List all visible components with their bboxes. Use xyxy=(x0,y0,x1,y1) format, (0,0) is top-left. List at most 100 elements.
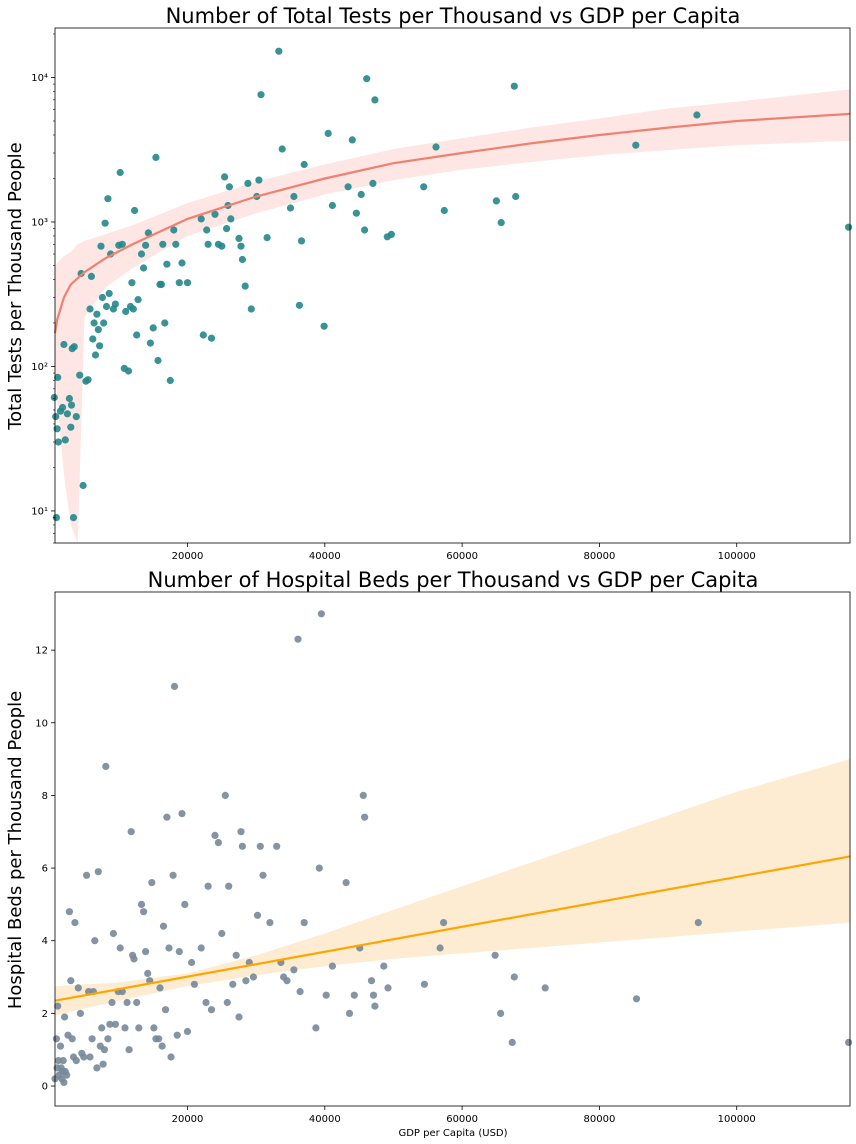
beds-data-point xyxy=(242,977,250,985)
beds-data-point xyxy=(229,980,237,988)
tests-data-point xyxy=(61,436,69,444)
beds-data-point xyxy=(328,962,336,970)
tests-data-point xyxy=(218,242,226,250)
beds-data-point xyxy=(86,1053,94,1061)
tests-data-point xyxy=(105,289,113,298)
beds-data-point xyxy=(80,1053,88,1061)
tests-data-point xyxy=(492,197,500,205)
beds-data-point xyxy=(361,813,369,821)
tests-data-point xyxy=(94,326,102,334)
tests-data-point xyxy=(84,376,92,384)
beds-data-point xyxy=(296,988,304,996)
beds-data-point xyxy=(156,984,164,992)
tests-data-point xyxy=(161,319,169,327)
beds-data-point xyxy=(317,610,325,618)
beds-y-tick-label: 6 xyxy=(42,864,48,875)
beds-data-point xyxy=(369,991,378,999)
beds-x-axis-label: GDP per Capita (USD) xyxy=(398,1128,507,1139)
beds-data-point xyxy=(68,1035,76,1043)
tests-data-point xyxy=(512,192,520,201)
tests-data-point xyxy=(140,264,148,272)
tests-data-point xyxy=(100,319,108,327)
beds-data-point xyxy=(54,1002,62,1010)
beds-data-point xyxy=(342,879,350,887)
tests-data-point xyxy=(118,240,126,248)
tests-data-point xyxy=(146,339,154,347)
beds-data-point xyxy=(140,908,148,916)
beds-data-point xyxy=(127,828,135,836)
beds-regression-line xyxy=(54,855,851,1002)
tests-data-point xyxy=(122,307,130,316)
tests-data-point xyxy=(124,367,133,375)
beds-data-point xyxy=(253,911,262,919)
tests-data-point xyxy=(104,195,112,203)
beds-data-point xyxy=(135,1024,143,1032)
beds-data-point xyxy=(491,951,499,959)
tests-chart-title: Number of Total Tests per Thousand vs GD… xyxy=(166,4,741,28)
beds-data-point xyxy=(158,1042,166,1050)
tests-data-point xyxy=(54,373,62,381)
tests-data-point xyxy=(510,82,518,90)
beds-plot-frame xyxy=(54,591,851,1107)
tests-y-tick-label: 10¹ xyxy=(31,506,48,517)
beds-data-point xyxy=(94,868,102,876)
beds-data-point xyxy=(266,919,274,927)
tests-data-point xyxy=(255,176,263,184)
tests-data-point xyxy=(235,234,243,242)
tests-y-tick-label: 10² xyxy=(31,362,48,373)
tests-data-point xyxy=(91,351,100,359)
beds-data-point xyxy=(632,995,641,1003)
tests-data-point xyxy=(128,279,136,287)
tests-data-point xyxy=(241,282,249,290)
tests-y-tick-label: 10³ xyxy=(31,217,48,228)
beds-data-point xyxy=(91,937,99,945)
beds-data-point xyxy=(111,1020,119,1028)
beds-data-point xyxy=(249,973,257,981)
tests-data-point xyxy=(420,183,428,191)
beds-data-point xyxy=(165,944,173,952)
tests-data-point xyxy=(152,153,160,161)
tests-data-point xyxy=(163,260,171,268)
beds-data-point xyxy=(74,984,82,992)
tests-data-point xyxy=(90,319,98,327)
tests-data-point xyxy=(76,371,84,379)
beds-data-point xyxy=(76,1009,84,1018)
beds-data-point xyxy=(67,977,75,985)
tests-data-point xyxy=(278,145,286,153)
tests-confidence-band-layer xyxy=(55,89,850,543)
tests-data-point xyxy=(159,240,167,248)
beds-y-tick-label: 10 xyxy=(35,718,48,729)
tests-data-point xyxy=(238,255,246,264)
beds-data-point xyxy=(237,828,245,836)
tests-data-point xyxy=(204,240,212,248)
tests-data-point xyxy=(69,514,78,522)
beds-data-point xyxy=(225,882,233,890)
tests-data-point xyxy=(87,272,95,280)
tests-data-point xyxy=(144,229,152,237)
beds-data-point xyxy=(150,1024,158,1032)
beds-x-tick-label: 20000 xyxy=(172,1114,204,1125)
tests-data-point xyxy=(363,75,371,83)
tests-data-point xyxy=(67,401,76,409)
tests-data-point xyxy=(357,190,365,199)
tests-regression-line xyxy=(53,112,851,334)
tests-data-point xyxy=(98,293,106,302)
beds-x-ticks: 20000 40000 60000 80000 100000 xyxy=(172,1106,756,1125)
beds-data-point xyxy=(116,944,124,952)
tests-data-point xyxy=(352,209,360,217)
tests-data-point xyxy=(247,305,255,313)
tests-data-point xyxy=(142,241,150,249)
beds-data-point xyxy=(130,955,138,963)
tests-data-point xyxy=(93,310,101,318)
beds-chart-panel: Number of Hospital Beds per Thousand vs … xyxy=(5,568,853,1139)
beds-y-axis-label: Hospital Beds per Thousand People xyxy=(5,691,26,1009)
tests-data-point xyxy=(290,192,298,201)
beds-data-point xyxy=(137,900,146,909)
tests-data-point xyxy=(166,376,174,385)
beds-data-point xyxy=(163,813,171,821)
beds-data-point xyxy=(207,1006,216,1014)
tests-data-point xyxy=(134,296,142,304)
tests-data-point xyxy=(178,259,186,267)
beds-data-point xyxy=(440,919,448,927)
beds-data-point xyxy=(420,980,428,988)
